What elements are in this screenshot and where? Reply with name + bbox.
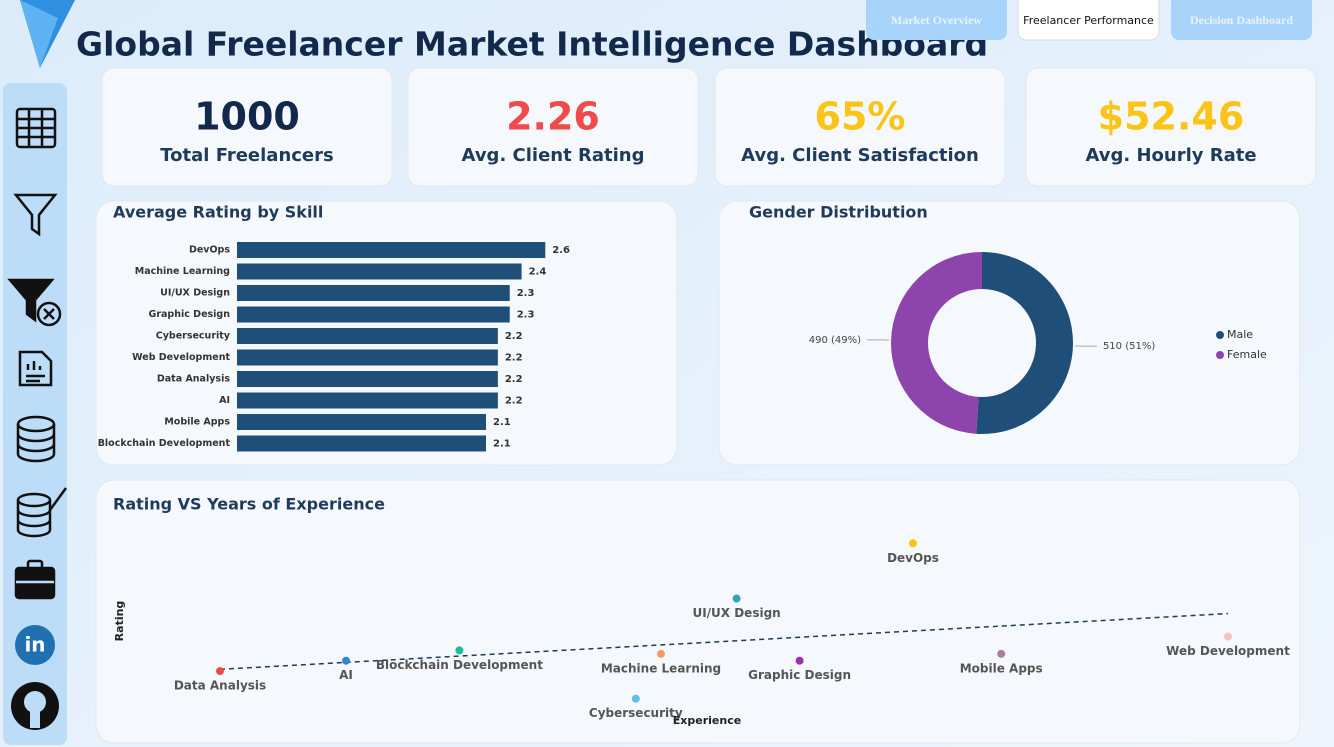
bar bbox=[237, 263, 522, 280]
filter-icon[interactable] bbox=[13, 193, 58, 237]
kpi-value: $52.46 bbox=[1098, 95, 1245, 139]
scatter-point bbox=[455, 646, 464, 655]
scatter-point bbox=[795, 656, 804, 665]
donut-slice bbox=[976, 252, 1073, 434]
donut-slice bbox=[890, 252, 982, 434]
category-label: Web Development bbox=[132, 352, 230, 363]
point-label: Machine Learning bbox=[601, 661, 721, 675]
value-label: 2.2 bbox=[505, 374, 523, 385]
chart-title: Average Rating by Skill bbox=[113, 203, 323, 222]
category-label: Mobile Apps bbox=[164, 417, 230, 428]
database-icon[interactable] bbox=[16, 415, 56, 463]
value-label: 2.1 bbox=[493, 439, 511, 450]
category-label: Graphic Design bbox=[149, 309, 231, 320]
value-label: 2.3 bbox=[517, 288, 535, 299]
clear-filter-icon[interactable] bbox=[7, 278, 62, 327]
axis-label: Rating bbox=[113, 601, 126, 642]
bar bbox=[237, 392, 498, 409]
bar bbox=[237, 414, 486, 430]
value-label: 2.2 bbox=[505, 331, 523, 342]
scatter-point bbox=[631, 694, 640, 703]
slice-label: 510 (51%) bbox=[1103, 341, 1155, 352]
category-label: Data Analysis bbox=[157, 374, 230, 385]
bar bbox=[237, 328, 498, 344]
table-icon[interactable] bbox=[15, 107, 57, 149]
point-label: Mobile Apps bbox=[960, 661, 1043, 675]
legend-label: Female bbox=[1227, 348, 1267, 361]
toolbox-icon[interactable] bbox=[14, 559, 56, 600]
bar bbox=[237, 371, 498, 387]
tab-label[interactable]: Market Overview bbox=[891, 13, 982, 27]
legend-swatch bbox=[1216, 351, 1224, 359]
kpi-label: Avg. Client Rating bbox=[462, 145, 645, 166]
value-label: 2.4 bbox=[529, 267, 547, 278]
category-label: UI/UX Design bbox=[160, 288, 230, 299]
chart-title: Rating VS Years of Experience bbox=[113, 495, 385, 514]
scatter-point bbox=[342, 656, 350, 665]
point-label: Cybersecurity bbox=[589, 706, 683, 720]
github-icon[interactable] bbox=[11, 682, 59, 730]
point-label: AI bbox=[339, 668, 353, 682]
axis-label: Experience bbox=[673, 714, 741, 727]
report-icon[interactable] bbox=[18, 350, 53, 387]
kpi-label: Avg. Client Satisfaction bbox=[741, 145, 979, 166]
scatter-point bbox=[657, 649, 665, 658]
point-label: Graphic Design bbox=[748, 668, 851, 682]
tab-label[interactable]: Decision Dashboard bbox=[1190, 13, 1293, 27]
tab[interactable] bbox=[866, 0, 1007, 40]
page-title: Global Freelancer Market Intelligence Da… bbox=[76, 25, 988, 64]
category-label: Blockchain Development bbox=[98, 438, 231, 449]
point-label: Blockchain Development bbox=[376, 658, 543, 672]
point-label: UI/UX Design bbox=[692, 606, 780, 620]
kpi-label: Avg. Hourly Rate bbox=[1085, 145, 1256, 166]
category-label: Cybersecurity bbox=[156, 331, 231, 342]
slice-label: 490 (49%) bbox=[809, 335, 861, 346]
point-label: Web Development bbox=[1166, 644, 1290, 658]
linkedin-icon[interactable]: in bbox=[15, 625, 55, 665]
category-label: Machine Learning bbox=[135, 266, 230, 277]
scatter-point bbox=[732, 594, 741, 603]
point-label: Data Analysis bbox=[174, 679, 266, 693]
value-label: 2.6 bbox=[552, 245, 570, 256]
legend-label: Male bbox=[1227, 328, 1253, 341]
kpi-value: 65% bbox=[815, 95, 906, 139]
scatter-point bbox=[997, 649, 1006, 658]
kpi-value: 2.26 bbox=[506, 95, 600, 139]
point-label: DevOps bbox=[887, 551, 939, 565]
logo bbox=[20, 0, 75, 68]
value-label: 2.3 bbox=[517, 310, 535, 321]
data-cleaning-icon[interactable] bbox=[16, 487, 68, 538]
value-label: 2.2 bbox=[505, 353, 523, 364]
bar bbox=[237, 349, 498, 366]
scatter-point bbox=[909, 539, 917, 548]
kpi-label: Total Freelancers bbox=[160, 145, 333, 166]
value-label: 2.1 bbox=[493, 417, 511, 428]
scatter-point bbox=[216, 667, 224, 676]
content: Market Overview Freelancer Performance Dec… bbox=[98, 0, 1312, 727]
tab-label[interactable]: Freelancer Performance bbox=[1023, 14, 1154, 27]
trend-line bbox=[219, 612, 1229, 671]
bar bbox=[237, 435, 486, 452]
bar bbox=[237, 242, 546, 258]
kpi-value: 1000 bbox=[194, 95, 300, 139]
svg-text:in: in bbox=[24, 633, 45, 657]
category-label: DevOps bbox=[189, 245, 230, 256]
tab[interactable] bbox=[1171, 0, 1312, 40]
category-label: AI bbox=[219, 395, 230, 406]
scatter-point bbox=[1224, 632, 1232, 641]
chart-title: Gender Distribution bbox=[749, 203, 928, 222]
legend-swatch bbox=[1216, 331, 1224, 339]
tab[interactable] bbox=[1017, 0, 1160, 41]
bar bbox=[237, 285, 510, 301]
value-label: 2.2 bbox=[505, 396, 523, 407]
bar bbox=[237, 306, 510, 323]
sidebar: in bbox=[3, 83, 68, 745]
